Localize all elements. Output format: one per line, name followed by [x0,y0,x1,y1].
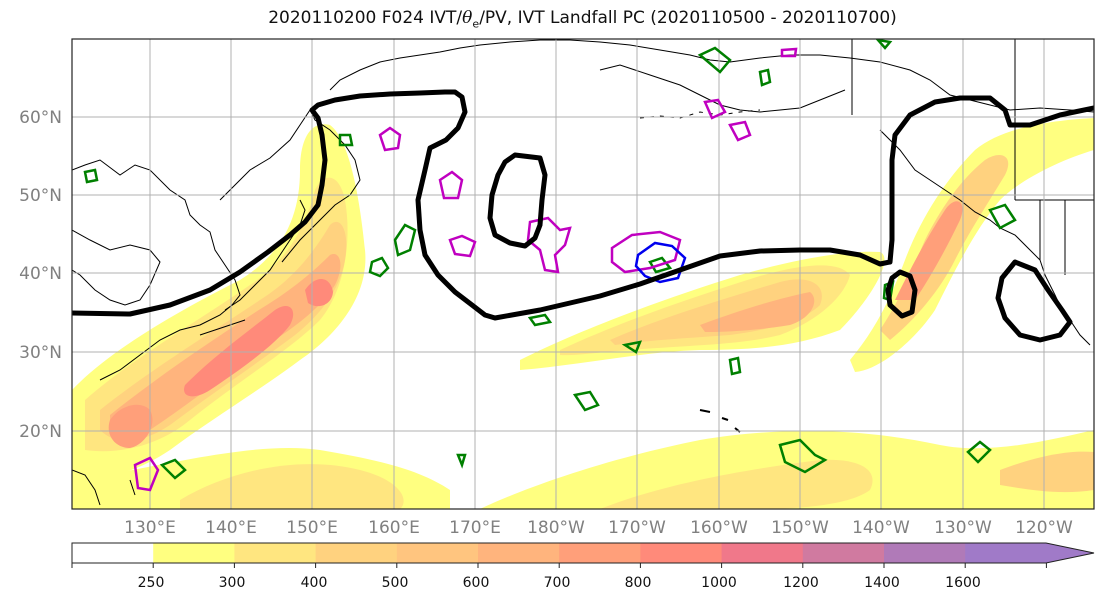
colorbar-tick-label: 500 [382,575,409,591]
colorbar-tick-label: 1600 [945,575,981,591]
colorbar-segments [72,543,1094,563]
longitude-labels: 130°E 140°E 150°E 160°E 170°E 180°W 170°… [124,518,1073,538]
lat-label: 20°N [19,422,62,442]
colorbar-tick-label: 600 [463,575,490,591]
colorbar-segment [153,543,235,563]
colorbar-tick-label: 1200 [783,575,819,591]
ivt-landfall-pc-contour [72,89,1094,343]
colorbar-tick-label: 800 [625,575,652,591]
colorbar-tick-label: 1000 [701,575,737,591]
colorbar-segment [640,543,723,563]
lon-label: 140°W [852,518,910,538]
colorbar-segment [802,543,885,563]
colorbar-tick-label: 1400 [864,575,900,591]
colorbar-segment [396,543,479,563]
colorbar-tick-labels: 250 300 400 500 600 700 800 1000 1200 14… [138,575,981,591]
lat-label: 40°N [19,264,62,284]
lon-label: 140°E [205,518,257,538]
lon-label: 120°W [1015,518,1073,538]
lat-label: 50°N [19,186,62,206]
map-area [72,39,1094,509]
lon-label: 180°W [527,518,585,538]
colorbar-segment [234,543,317,563]
colorbar-segment [721,543,804,563]
lat-label: 60°N [19,108,62,128]
ivt-shading [72,118,1094,509]
lon-label: 150°E [286,518,338,538]
colorbar-ticks [71,563,1047,568]
lon-label: 160°W [690,518,748,538]
lon-label: 130°W [934,518,992,538]
colorbar-segment [884,543,966,563]
pv-contours-blue [634,241,687,284]
colorbar-tick-label: 250 [138,575,165,591]
colorbar: 250 300 400 500 600 700 800 1000 1200 14… [71,542,1095,591]
lon-label: 160°E [368,518,420,538]
colorbar-segment [315,543,398,563]
colorbar-tick-label: 300 [219,575,246,591]
map-title: 2020110200 F024 IVT/θe/PV, IVT Landfall … [268,8,897,31]
pv-contours-magenta [133,47,798,492]
lon-label: 170°W [608,518,666,538]
lon-label: 150°W [771,518,829,538]
colorbar-segment [478,543,560,563]
colorbar-segment [559,543,641,563]
lon-label: 130°E [124,518,176,538]
colorbar-extend-arrow [1046,543,1094,563]
map-frame [71,38,1095,510]
colorbar-segment [72,543,154,563]
theta-e-contours [83,39,1017,480]
colorbar-tick-label: 700 [544,575,571,591]
lat-label: 30°N [19,343,62,363]
latitude-labels: 60°N 50°N 40°N 30°N 20°N [19,108,62,442]
colorbar-frame [71,542,1095,564]
colorbar-tick-label: 400 [301,575,328,591]
colorbar-segment [965,543,1047,563]
gridlines [72,39,1094,509]
lon-label: 170°E [449,518,501,538]
